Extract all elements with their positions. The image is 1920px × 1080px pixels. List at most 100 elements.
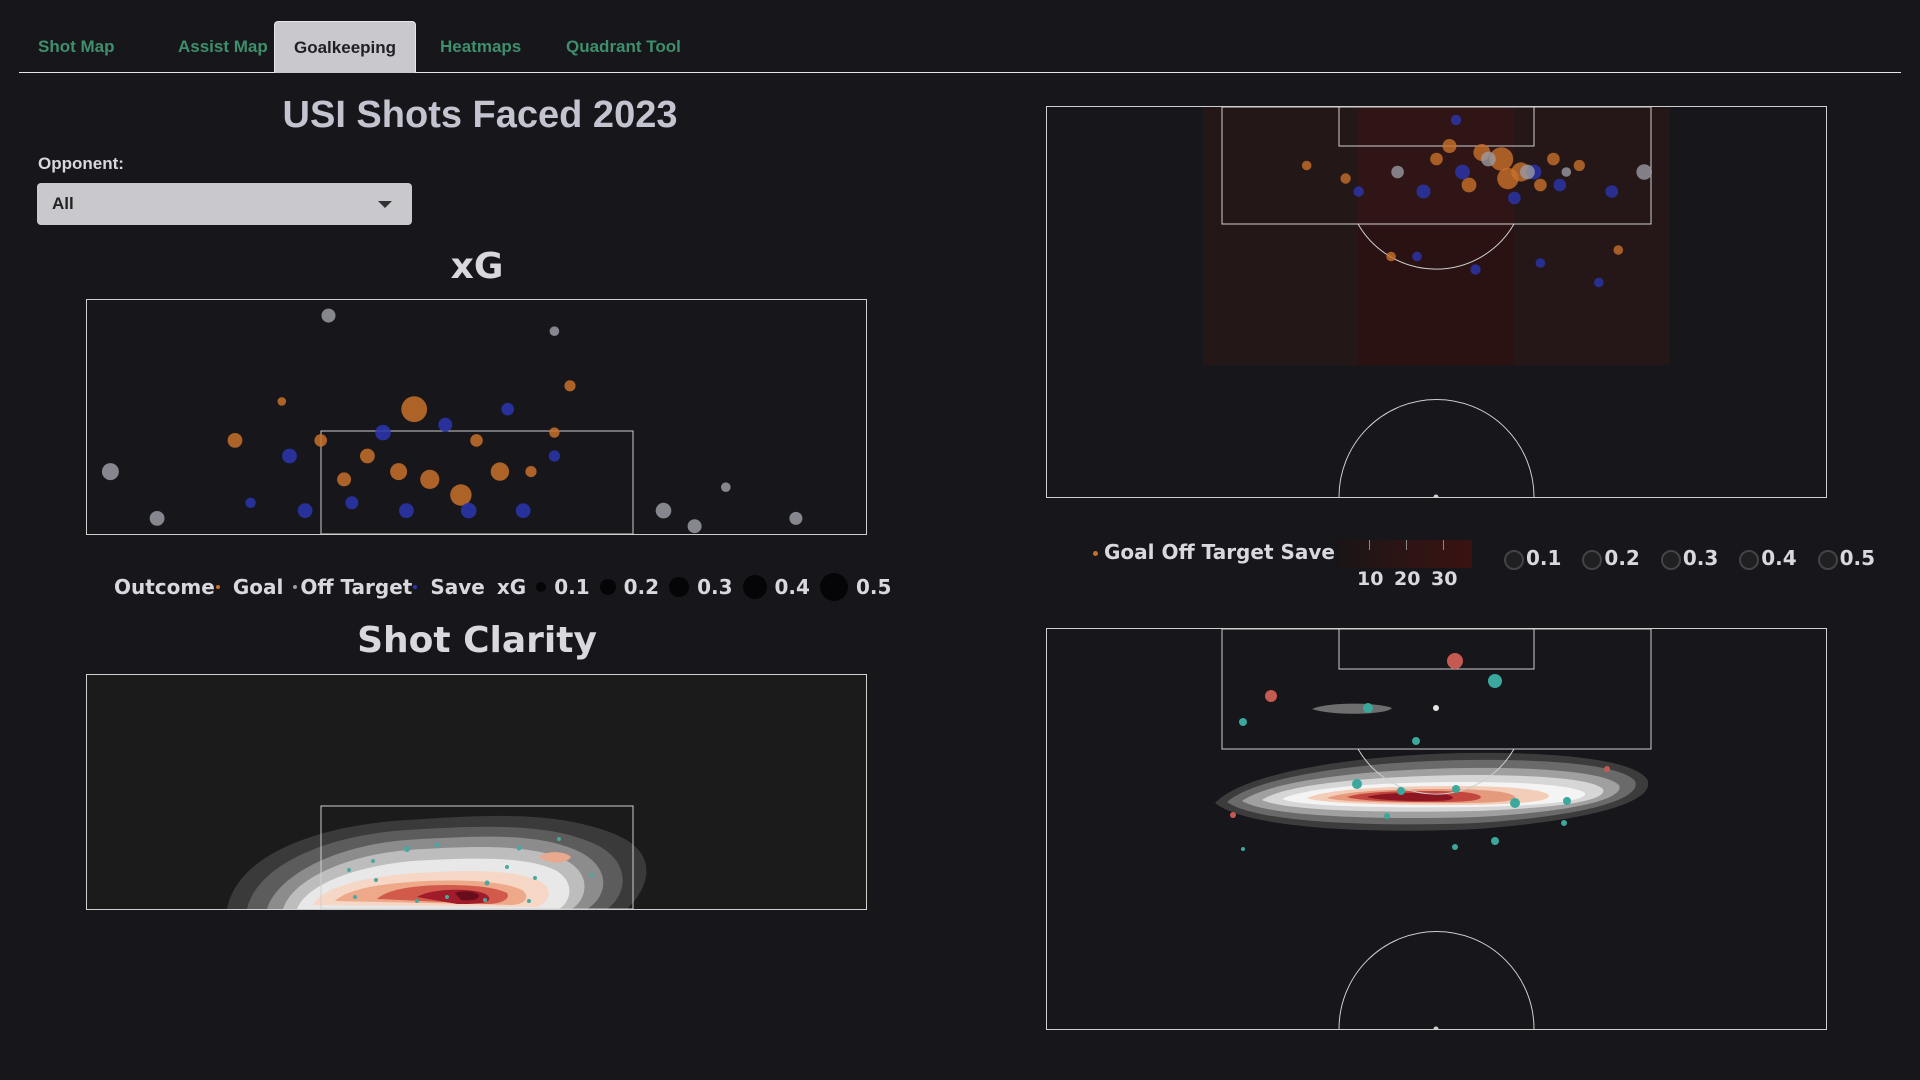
center-circle: [1338, 931, 1535, 1029]
clarity-shot-dot: [353, 895, 357, 899]
xg-shot-point: [789, 511, 803, 525]
clarity-shot-dot: [374, 878, 378, 882]
clarity-shot-dot: [347, 868, 351, 872]
save-dot-icon: [413, 585, 418, 589]
size-dot-icon: [1504, 549, 1524, 570]
size-legend-label: 0.3: [1682, 546, 1719, 570]
clarity-shot-dot: [371, 859, 375, 863]
tab-shot-map[interactable]: Shot Map: [38, 37, 115, 56]
xg-penalty-box: [320, 430, 634, 534]
pitch-legend-outcomes: Goal Off Target Save: [1104, 540, 1335, 564]
xg-shot-point: [277, 397, 287, 406]
shot-clarity-pitch-map-svg: [1047, 629, 1826, 1029]
tab-heatmaps[interactable]: Heatmaps: [440, 37, 522, 56]
zone-heat-cells: [1203, 107, 1670, 365]
tab-quadrant-tool[interactable]: Quadrant Tool: [566, 37, 681, 56]
colorbar-tick: [1369, 540, 1370, 550]
zone-heat-cell: [1203, 107, 1358, 365]
shots-faced-pitch-map-svg: [1047, 107, 1826, 497]
size-dot-icon: [669, 577, 690, 597]
tab-assist-map[interactable]: Assist Map: [178, 37, 268, 56]
size-dot-icon: [1817, 549, 1838, 570]
clarity-shot-dot: [1363, 703, 1373, 713]
clarity-shot-dot: [505, 865, 509, 869]
size-dot-icon: [1739, 549, 1760, 570]
pitch-map-legend: Goal Off Target Save: [1093, 540, 1335, 576]
xg-shot-point: [721, 482, 731, 492]
opponent-label: Opponent:: [38, 154, 124, 173]
xg-goal-view: [86, 299, 867, 535]
xg-shot-point: [401, 396, 428, 423]
density-contour: [539, 852, 571, 863]
size-legend-label: 0.5: [1839, 546, 1876, 570]
shot-clarity-goal-view: [86, 674, 867, 910]
xg-shot-point: [101, 463, 119, 481]
xg-shot-point: [399, 503, 414, 518]
clarity-pitch-markings: [1221, 629, 1652, 1029]
legend-size-label: 0.4: [774, 575, 810, 599]
clarity-shot-dot: [1491, 837, 1499, 845]
legend-outcome-label: Outcome: [114, 575, 215, 599]
center-spot: [1433, 1026, 1439, 1029]
xg-shot-point: [515, 503, 531, 518]
off-target-dot-icon: [293, 585, 298, 589]
xg-shot-point: [345, 496, 359, 510]
clarity-penalty-box: [320, 805, 634, 909]
size-legend-label: 0.2: [1604, 546, 1640, 570]
opponent-dropdown[interactable]: All: [37, 183, 412, 225]
xg-shot-point: [687, 519, 702, 534]
clarity-shot-dot: [1397, 787, 1405, 795]
pitch-shot-point: [1497, 167, 1519, 190]
clarity-pitch-dots: [1230, 653, 1610, 851]
pitch-shot-point: [1391, 165, 1404, 179]
size-dot-icon: [599, 579, 616, 595]
xg-shot-point: [548, 450, 560, 462]
xg-shot-point: [549, 427, 560, 438]
clarity-shot-dot: [516, 845, 522, 851]
colorbar-tick: [1443, 540, 1444, 550]
size-dot-icon: [1582, 549, 1603, 570]
xg-shot-point: [227, 433, 243, 448]
clarity-shot-dot: [404, 846, 410, 852]
xg-shot-point: [501, 402, 514, 416]
xg-shot-point: [420, 469, 440, 489]
xg-shot-point: [525, 466, 537, 478]
clarity-shot-dot: [1265, 690, 1277, 702]
xg-shot-point: [321, 308, 336, 323]
caret-down-icon: [378, 201, 392, 208]
size-dot-icon: [742, 575, 767, 599]
pitch-shot-point: [1561, 167, 1572, 177]
xg-shot-point: [549, 326, 560, 336]
pitch-shot-point: [1534, 178, 1547, 192]
legend-xg-label: xG: [496, 575, 527, 599]
xg-shot-point: [245, 497, 256, 508]
six-yard-box: [1338, 629, 1535, 670]
xg-shot-point: [375, 424, 391, 441]
pitch-shot-point: [1430, 152, 1443, 166]
penalty-box: [1221, 629, 1652, 750]
xg-shot-point: [390, 463, 408, 481]
xg-legend: Outcome Goal Off Target Save xG 0.1 0.2 …: [114, 569, 891, 605]
zone-heat-cell: [1358, 227, 1514, 365]
xg-goal-view-svg: [87, 300, 866, 534]
tab-goalkeeping[interactable]: Goalkeeping: [274, 21, 417, 73]
xg-shot-point: [655, 502, 672, 519]
shots-faced-pitch-map: [1046, 106, 1827, 498]
clarity-shot-dots: [347, 837, 594, 903]
clarity-shot-dot: [445, 895, 449, 899]
colorbar-tick: [1406, 540, 1407, 550]
clarity-shot-dot: [1241, 847, 1245, 851]
size-legend-label: 0.4: [1761, 546, 1797, 570]
clarity-shot-dot: [484, 880, 490, 886]
xg-shot-point: [337, 472, 352, 487]
xg-shot-point: [490, 462, 510, 481]
shot-clarity-goal-view-svg: [87, 675, 866, 909]
center-spot: [1433, 494, 1439, 497]
xg-shot-point: [460, 502, 477, 519]
pitch-shot-point: [1442, 139, 1457, 153]
clarity-shot-dot: [1488, 674, 1502, 688]
size-dot-icon: [819, 573, 848, 601]
legend-size-label: 0.5: [855, 575, 892, 599]
pitch-shot-point: [1455, 164, 1470, 180]
pitch-shot-point: [1470, 264, 1481, 275]
